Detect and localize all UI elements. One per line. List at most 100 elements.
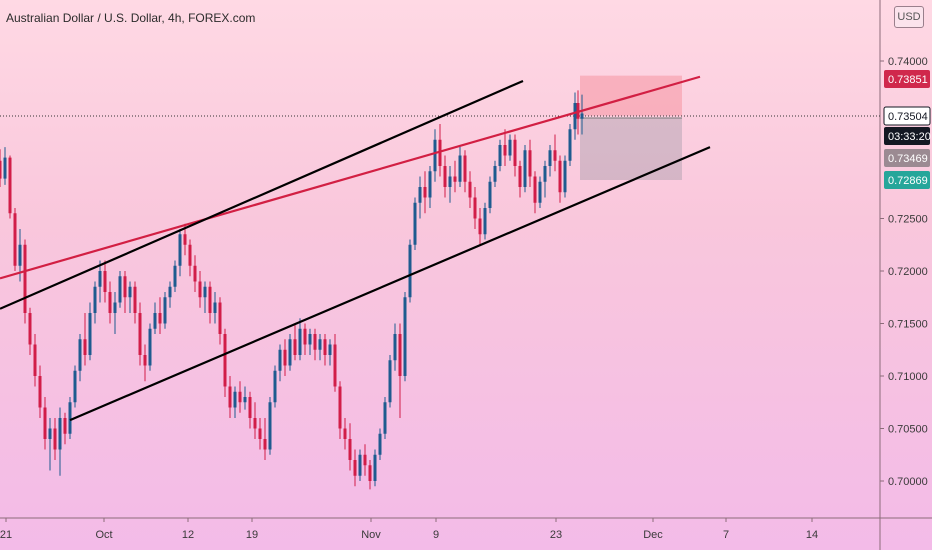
candle-body	[573, 103, 577, 130]
candle-body	[268, 402, 272, 450]
candle-body	[28, 313, 32, 345]
candle-body	[508, 139, 512, 156]
time-tick-label: Nov	[361, 529, 381, 541]
time-tick-label: Oct	[95, 529, 112, 541]
candle-body	[558, 160, 562, 193]
candle-body	[328, 344, 332, 355]
candle-body	[298, 328, 302, 355]
candle-body	[378, 433, 382, 455]
candle-body	[223, 334, 227, 387]
price-axis-badge	[884, 127, 930, 145]
candle-body	[453, 176, 457, 182]
candle-body	[323, 339, 327, 355]
time-tick-label: 14	[806, 529, 818, 541]
time-tick-label: 21	[0, 529, 12, 541]
price-axis-badge-text: 0.72869	[888, 175, 928, 187]
candle-body	[523, 150, 527, 187]
candle-body	[273, 370, 277, 403]
candle-body	[233, 391, 237, 408]
price-axis-badge	[884, 171, 930, 189]
time-tick-label: 19	[246, 529, 258, 541]
time-tick-label: 23	[550, 529, 562, 541]
candle-body	[528, 150, 532, 177]
price-axis-badge-text: 0.73469	[888, 153, 928, 165]
candle-body	[118, 276, 122, 303]
candle-body	[543, 166, 547, 182]
candle-body	[513, 139, 517, 166]
candle-body	[493, 166, 497, 182]
candle-body	[68, 402, 72, 434]
candle-body	[183, 234, 187, 245]
candle-body	[358, 454, 362, 476]
candle-body	[73, 370, 77, 403]
candle-body	[253, 418, 257, 429]
candle-body	[393, 334, 397, 361]
candle-body	[148, 328, 152, 366]
candle-body	[48, 428, 52, 439]
candle-body	[168, 286, 172, 298]
candle-body	[38, 376, 42, 408]
trendline-lower-channel	[69, 146, 711, 422]
candle-body	[413, 202, 417, 245]
target-zone	[580, 118, 682, 180]
candle-body	[408, 244, 412, 298]
candle-body	[193, 265, 197, 282]
candle-body	[348, 439, 352, 460]
candle-body	[473, 197, 477, 219]
price-tick-label: 0.72500	[888, 214, 928, 226]
candle-body	[568, 129, 572, 161]
candle-body	[463, 155, 467, 182]
candle-body	[438, 139, 442, 166]
price-axis-badge	[883, 106, 931, 126]
candle-body	[403, 297, 407, 376]
candle-body	[428, 171, 432, 198]
currency-button[interactable]: USD	[894, 6, 924, 28]
candle-body	[153, 313, 157, 329]
trendline-red	[0, 75, 701, 280]
candle-body	[8, 157, 12, 214]
price-tick-label: 0.71000	[888, 371, 928, 383]
candle-body	[433, 139, 437, 172]
time-tick-label: 7	[723, 529, 729, 541]
price-tick-label: 0.70500	[888, 424, 928, 436]
candle-body	[138, 313, 142, 355]
candle-body	[308, 334, 312, 345]
candle-body	[538, 181, 542, 203]
candle-body	[178, 234, 182, 266]
candle-body	[23, 244, 27, 313]
candle-body	[208, 286, 212, 313]
candle-body	[363, 454, 367, 466]
trendline-upper-channel	[0, 79, 524, 310]
candle-body	[123, 276, 127, 298]
candle-body	[198, 281, 202, 298]
candle-body	[293, 339, 297, 355]
candle-body	[448, 176, 452, 187]
candle-body	[63, 418, 67, 434]
candle-body	[228, 386, 232, 408]
candle-body	[580, 113, 584, 119]
candle-body	[173, 265, 177, 287]
candle-body	[98, 271, 102, 287]
price-tick-label: 0.74000	[888, 56, 928, 68]
candle-body	[283, 349, 287, 366]
candle-body	[163, 297, 167, 324]
candle-body	[188, 244, 192, 266]
candle-body	[103, 271, 107, 292]
price-tick-label: 0.72000	[888, 266, 928, 278]
candle-body	[113, 302, 117, 313]
candle-body	[563, 160, 567, 193]
candle-body	[143, 355, 147, 366]
candle-body	[43, 407, 47, 439]
candle-body	[498, 145, 502, 166]
candle-body	[248, 397, 252, 418]
candle-body	[368, 465, 372, 481]
candle-body	[258, 428, 262, 439]
candle-body	[533, 176, 537, 203]
candle-body	[373, 454, 377, 481]
candle-body	[553, 150, 557, 161]
candle-body	[78, 339, 82, 371]
candle-body	[128, 286, 132, 298]
candle-body	[58, 418, 62, 450]
